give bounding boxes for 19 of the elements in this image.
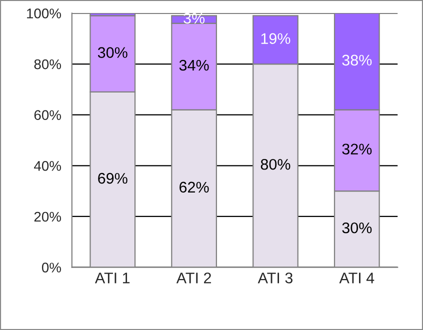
data-label: 19% bbox=[261, 33, 290, 44]
data-label: 30% bbox=[98, 47, 128, 58]
data-label: 32% bbox=[342, 144, 372, 155]
y-tick-label: 60% bbox=[34, 110, 61, 120]
data-label: 34% bbox=[179, 60, 209, 71]
data-label: 80% bbox=[260, 158, 290, 170]
data-label: 62% bbox=[180, 182, 209, 193]
x-tick-label: ATI 1 bbox=[94, 272, 130, 284]
y-tick-label: 80% bbox=[34, 59, 61, 70]
data-label: 69% bbox=[98, 172, 128, 184]
y-tick-label: 40% bbox=[34, 160, 61, 171]
x-tick-label: ATI 3 bbox=[258, 272, 292, 284]
y-tick-label: 20% bbox=[34, 212, 61, 222]
y-tick-label: 100% bbox=[27, 8, 61, 18]
data-label: 30% bbox=[342, 222, 372, 234]
data-label: 38% bbox=[342, 54, 372, 66]
x-tick-label: ATI 4 bbox=[339, 272, 374, 284]
x-tick-label: ATI 2 bbox=[176, 272, 211, 284]
y-tick-label: 0% bbox=[42, 262, 61, 272]
